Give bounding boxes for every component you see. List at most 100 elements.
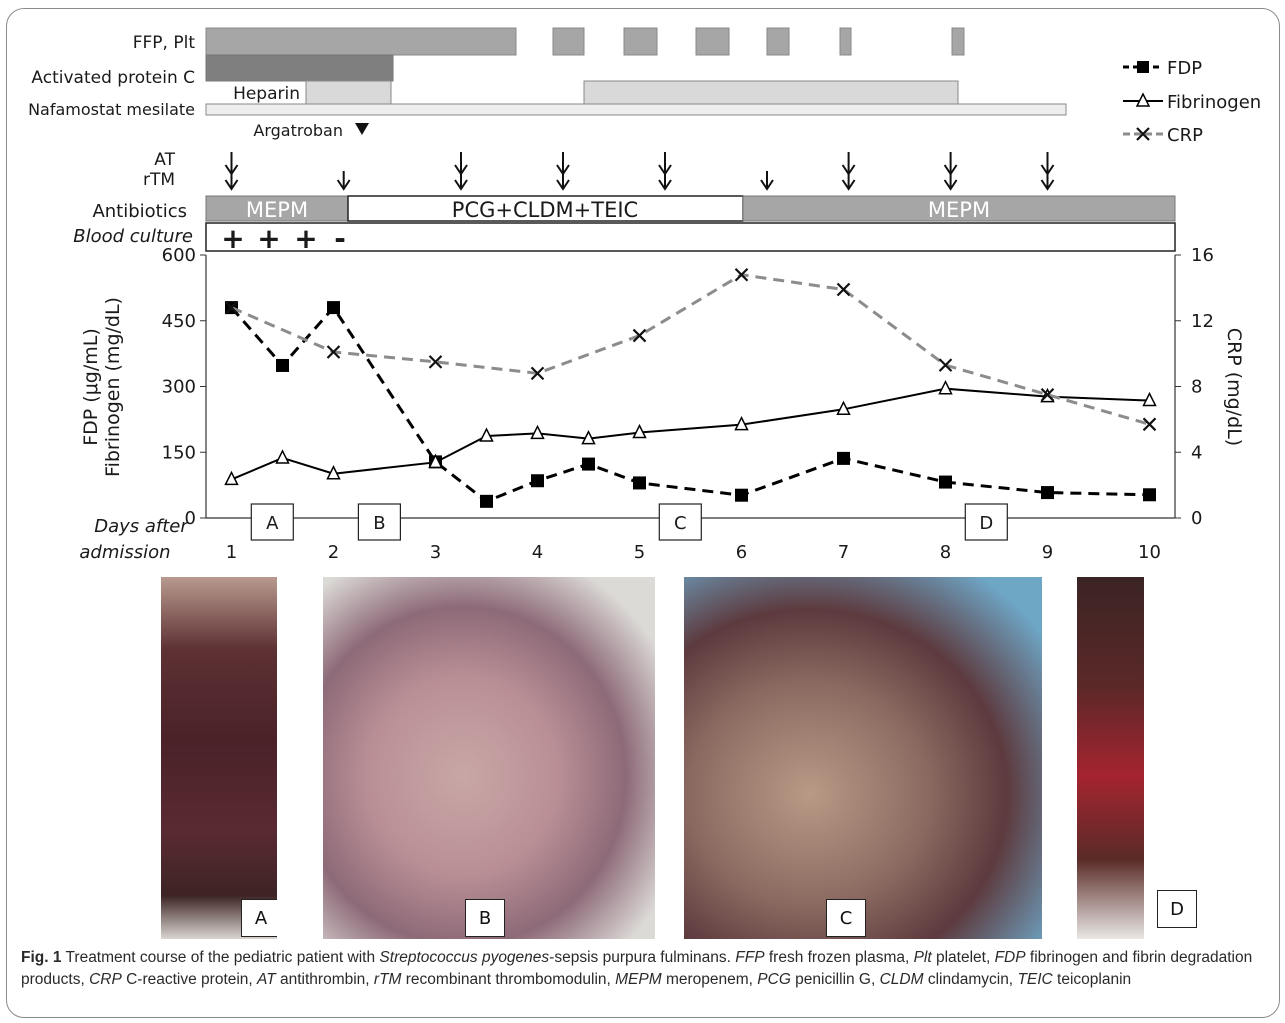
fibrinogen-point	[581, 429, 596, 445]
y-tick-label-left: 450	[162, 311, 196, 332]
crp-point	[938, 358, 953, 372]
photo-marker-box	[964, 503, 1008, 541]
fdp-point	[582, 457, 595, 471]
nafamostat-bar	[205, 103, 1067, 116]
crp-point	[224, 300, 239, 315]
fibrinogen-point	[938, 380, 953, 395]
photo-a: A	[161, 577, 277, 939]
caption-abbr-term: Plt	[913, 949, 932, 966]
arrow-head	[760, 179, 774, 191]
fibrinogen-point	[326, 465, 341, 480]
treatment-chart: FFP, Plt Activated protein C Heparin Nafamo…	[28, 27, 1261, 563]
caption-abbr-term: AT	[257, 971, 276, 988]
x-axis-title-2: admission	[79, 542, 170, 563]
ffp-bar-5	[839, 27, 852, 56]
caption-abbr-def: teicoplanin	[1052, 971, 1132, 988]
row-label-ffp-plt: FFP, Plt	[133, 33, 196, 53]
y-tick-label-right: 16	[1191, 245, 1214, 266]
legend-label-crp: CRP	[1167, 125, 1203, 146]
caption-abbr-def: fibrinogen and fibrin degradation produc…	[21, 949, 1253, 988]
series-line-fdp	[230, 305, 1150, 504]
fibrinogen-point	[632, 423, 647, 439]
caption-fig-number: Fig. 1	[21, 949, 62, 966]
y-tick-label-left: 600	[162, 245, 196, 266]
fibrinogen-point	[836, 400, 851, 416]
arrow-head	[1040, 179, 1055, 191]
y-axis-title-left-2: Fibrinogen (mg/dL)	[102, 297, 124, 477]
antibiotic-label-mepm-2: MEPM	[928, 198, 990, 222]
row-label-nafamostat: Nafamostat mesilate	[28, 100, 195, 119]
fibrinogen-point	[275, 449, 290, 464]
row-label-rtm: rTM	[143, 170, 175, 190]
arrow-head-upper	[658, 164, 672, 176]
arrow-head	[454, 179, 468, 191]
fibrinogen-point	[224, 470, 239, 486]
caption-rest: -sepsis purpura fulminans.	[549, 949, 731, 966]
row-label-argatroban: Argatroban	[253, 121, 343, 140]
arrow-head	[224, 179, 239, 191]
caption-abbr-def: clindamycin,	[923, 971, 1018, 988]
y-tick-label-right: 12	[1191, 311, 1214, 332]
activated-protein-c-bar	[205, 54, 394, 82]
x-tick-label: 9	[1042, 542, 1053, 563]
crp-point	[428, 355, 443, 369]
y-tick-label-right: 0	[1191, 508, 1202, 529]
caption-abbr-term: FDP	[994, 949, 1026, 966]
fibrinogen-point	[428, 453, 443, 469]
photo-marker-box	[658, 503, 702, 541]
caption-abbr-def: penicillin G,	[790, 971, 880, 988]
photo-marker-label: B	[373, 513, 385, 534]
row-label-antibiotics: Antibiotics	[92, 201, 187, 222]
antibiotic-label-pcg: PCG+CLDM+TEIC	[452, 198, 638, 222]
x-tick-label: 2	[328, 542, 339, 563]
caption-lead: Treatment course of the pediatric patien…	[65, 949, 376, 966]
photo-marker-label: D	[979, 513, 993, 534]
photo-b: B	[323, 577, 655, 939]
photo-label-a: A	[241, 899, 277, 937]
ffp-bar-1	[552, 27, 585, 56]
x-axis-title-1: Days after	[94, 516, 189, 537]
photo-c: C	[684, 577, 1042, 939]
x-tick-label: 8	[940, 542, 951, 563]
legend-marker-fibrinogen	[1135, 92, 1151, 107]
caption-abbr-term: FFP	[735, 949, 765, 966]
antibiotic-bar-pcg	[347, 195, 744, 222]
y-tick-label-right: 4	[1191, 442, 1202, 463]
ffp-bar-4	[766, 27, 790, 56]
fdp-point	[1041, 486, 1054, 500]
crp-point	[632, 328, 647, 343]
series-line-crp	[230, 273, 1150, 426]
photo-marker-label: A	[266, 513, 279, 534]
antibiotic-bar-mepm-2	[742, 195, 1176, 222]
crp-point	[734, 267, 749, 282]
fibrinogen-point	[734, 415, 749, 431]
legend-label-fibrinogen: Fibrinogen	[1167, 92, 1261, 113]
blood-culture-box	[205, 222, 1176, 252]
arrow-head	[658, 179, 672, 191]
arrow-head	[841, 179, 856, 191]
legend-label-fdp: FDP	[1167, 58, 1202, 79]
arrow-head-upper	[454, 164, 468, 176]
y-tick-label-left: 300	[162, 377, 196, 398]
y-axis-title-left-1: FDP (μg/mL)	[80, 328, 102, 446]
photo-d	[1077, 577, 1144, 939]
ffp-bar-3	[695, 27, 730, 56]
arrow-head-upper	[1040, 164, 1055, 176]
photo-label-b: B	[465, 899, 505, 937]
figure-frame: FFP, Plt Activated protein C Heparin Nafamo…	[6, 8, 1280, 1018]
arrow-head	[336, 179, 351, 191]
arrow-head-upper	[556, 164, 570, 176]
y-tick-label-left: 150	[162, 442, 196, 463]
fdp-point	[633, 476, 646, 490]
caption-abbr-def: C-reactive protein,	[121, 971, 258, 988]
figure-caption: Fig. 1 Treatment course of the pediatric…	[21, 947, 1276, 991]
fdp-point	[480, 494, 493, 508]
y-tick-label-right: 8	[1191, 377, 1202, 398]
blood-culture-mark: -	[334, 222, 346, 255]
caption-abbr-term: PCG	[757, 971, 791, 988]
row-label-heparin: Heparin	[233, 84, 300, 104]
caption-abbr-def: antithrombin,	[275, 971, 374, 988]
caption-abbr-term: rTM	[373, 971, 402, 988]
fdp-point	[837, 451, 850, 465]
legend-marker-fdp	[1137, 61, 1149, 73]
